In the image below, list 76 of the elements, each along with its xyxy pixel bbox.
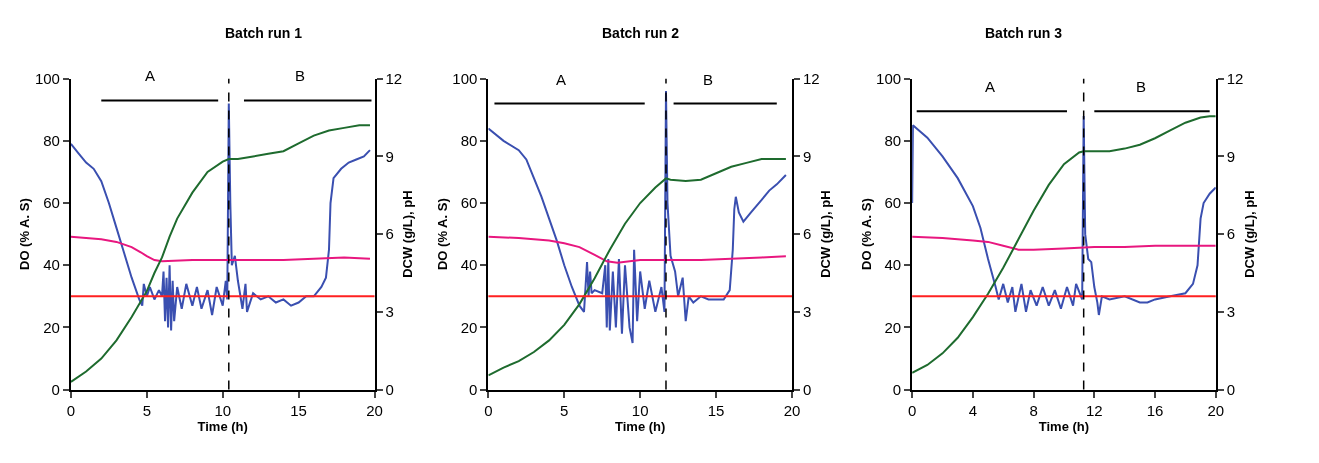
y2-tick-label: 0 <box>1226 380 1236 398</box>
chart-title: Batch run 3 <box>985 25 1063 41</box>
y2-tick-label: 3 <box>1226 303 1236 321</box>
x-tick-label: 20 <box>1207 401 1225 419</box>
y-tick-label: 0 <box>469 380 478 398</box>
y2-tick-label: 12 <box>802 69 820 87</box>
y2-tick-label: 0 <box>385 380 394 398</box>
x-tick-label: 15 <box>290 401 307 419</box>
y-axis-title: DO (% A. S) <box>434 198 450 271</box>
line-series <box>912 235 1216 251</box>
y2-tick-label: 3 <box>802 303 812 321</box>
y2-tick-label: 9 <box>802 147 812 165</box>
x-tick-label: 0 <box>907 401 917 419</box>
y-tick-label: 0 <box>51 380 60 398</box>
line-series <box>488 157 787 377</box>
y-tick-label: 60 <box>460 194 478 212</box>
x-tick-label: 15 <box>707 401 725 419</box>
annotation: A <box>556 71 567 88</box>
y2-tick-label: 12 <box>1226 69 1244 87</box>
x-tick-label: 16 <box>1146 401 1164 419</box>
y-tick-label: 20 <box>43 318 60 336</box>
y-tick-label: 40 <box>460 256 478 274</box>
y-axis-title: DO (% A. S) <box>17 198 33 271</box>
y2-tick-label: 9 <box>385 147 394 165</box>
x-tick-label: 10 <box>214 401 232 419</box>
x-tick-label: 4 <box>968 401 978 419</box>
y2-tick-label: 3 <box>385 303 394 321</box>
y2-tick-label: 9 <box>1226 147 1236 165</box>
y2-tick-label: 12 <box>385 69 403 87</box>
line-series <box>70 102 371 332</box>
x-tick-label: 8 <box>1029 401 1038 419</box>
annotation: A <box>985 78 996 95</box>
line-series <box>912 115 1216 374</box>
y2-axis-title: DCW (g/L), pH <box>400 190 416 278</box>
annotation: A <box>145 67 156 84</box>
annotation: B <box>1136 78 1147 95</box>
annotation: B <box>295 67 306 84</box>
x-tick-label: 10 <box>631 401 649 419</box>
x-tick-label: 12 <box>1085 401 1103 419</box>
x-axis-title: Time (h) <box>615 418 666 434</box>
x-axis-title: Time (h) <box>197 418 248 434</box>
y2-axis-title: DCW (g/L), pH <box>1241 190 1257 278</box>
chart-title: Batch run 1 <box>225 25 303 41</box>
y-axis-title: DO (% A. S) <box>858 198 874 271</box>
line-series <box>488 235 787 264</box>
y2-tick-label: 6 <box>385 225 394 243</box>
annotation: B <box>703 71 714 88</box>
line-series <box>912 114 1216 316</box>
x-tick-label: 5 <box>142 401 151 419</box>
y-tick-label: 80 <box>884 132 902 150</box>
y2-tick-label: 6 <box>802 225 812 243</box>
y-tick-label: 0 <box>892 380 902 398</box>
y-tick-label: 100 <box>452 69 478 87</box>
y-tick-label: 100 <box>876 69 902 87</box>
y-tick-label: 60 <box>43 194 60 212</box>
y-tick-label: 40 <box>884 256 902 274</box>
y2-axis-title: DCW (g/L), pH <box>817 190 833 278</box>
y2-tick-label: 6 <box>1226 225 1236 243</box>
y-tick-label: 80 <box>43 132 60 150</box>
line-series <box>70 235 371 263</box>
line-series <box>70 124 371 383</box>
y2-tick-label: 0 <box>802 380 812 398</box>
x-tick-label: 5 <box>560 401 569 419</box>
line-series <box>488 90 787 344</box>
y-tick-label: 40 <box>43 256 60 274</box>
x-tick-label: 0 <box>484 401 493 419</box>
y-tick-label: 80 <box>460 132 478 150</box>
chart-title: Batch run 2 <box>602 25 680 41</box>
x-axis-title: Time (h) <box>1038 418 1090 434</box>
y-tick-label: 60 <box>884 194 902 212</box>
x-tick-label: 20 <box>366 401 383 419</box>
x-tick-label: 20 <box>783 401 801 419</box>
x-tick-label: 0 <box>66 401 76 419</box>
y-tick-label: 20 <box>884 318 902 336</box>
y-tick-label: 20 <box>460 318 478 336</box>
y-tick-label: 100 <box>34 69 60 87</box>
